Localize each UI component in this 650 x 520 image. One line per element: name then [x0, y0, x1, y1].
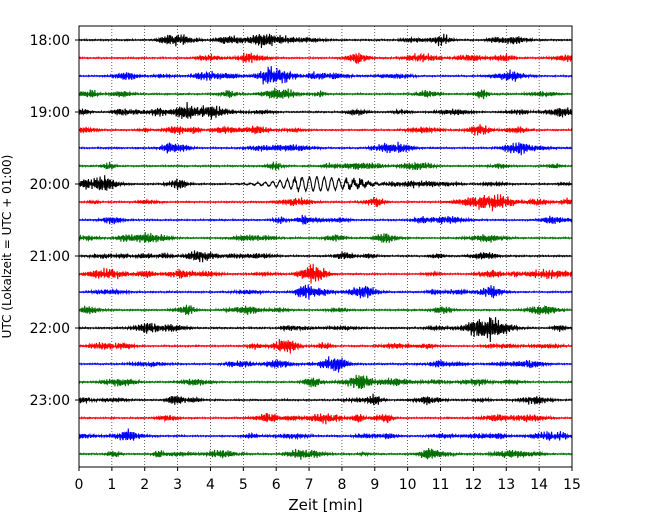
- trace-line: [78, 413, 573, 425]
- x-tick-label: 5: [239, 477, 248, 493]
- trace-line: [78, 374, 573, 390]
- y-tick-label: 22:00: [30, 321, 70, 337]
- x-tick-label: 9: [370, 477, 379, 493]
- x-tick-label: 3: [173, 477, 182, 493]
- x-tick-label: 11: [432, 477, 450, 493]
- trace-line: [78, 317, 573, 342]
- y-axis-label: UTC (Lokalzeit = UTC + 01:00): [0, 155, 14, 339]
- y-tick-label: 23:00: [30, 393, 70, 409]
- trace-line: [78, 87, 573, 100]
- x-tick-label: 14: [530, 477, 548, 493]
- trace-line: [78, 141, 573, 156]
- trace-line: [78, 356, 573, 373]
- trace-line: [78, 263, 573, 284]
- trace-line: [78, 339, 573, 354]
- trace-line: [78, 428, 573, 441]
- x-tick-label: 0: [75, 477, 84, 493]
- trace-line: [78, 214, 573, 225]
- x-tick-label: 6: [272, 477, 281, 493]
- trace-line: [78, 250, 573, 263]
- trace-line: [78, 101, 573, 120]
- x-tick-label: 10: [399, 477, 417, 493]
- trace-line: [78, 66, 573, 85]
- trace-line: [78, 124, 573, 136]
- x-tick-label: 13: [497, 477, 515, 493]
- y-tick-label: 18:00: [30, 33, 70, 49]
- trace-line: [78, 393, 573, 406]
- y-tick-label: 21:00: [30, 249, 70, 265]
- x-tick-label: 4: [206, 477, 215, 493]
- x-tick-label: 8: [337, 477, 346, 493]
- y-tick-label: 19:00: [30, 105, 70, 121]
- x-tick-label: 15: [563, 477, 581, 493]
- trace-line: [78, 231, 573, 243]
- seismic-traces: [78, 33, 573, 460]
- x-tick-label: 7: [305, 477, 314, 493]
- y-axis: 18:00 19:00 20:00 21:00 22:00 23:00: [30, 33, 79, 409]
- trace-line: [78, 175, 573, 193]
- trace-line: [78, 161, 573, 172]
- trace-line: [78, 52, 573, 64]
- trace-line: [78, 33, 573, 48]
- plot-frame: [78, 25, 573, 468]
- y-tick-label: 20:00: [30, 177, 70, 193]
- x-axis: 0 1 2 3 4 5 6 7 8 9 10 11 12 13 14 15: [75, 467, 581, 493]
- trace-line: [78, 284, 573, 300]
- x-tick-label: 1: [107, 477, 116, 493]
- trace-line: [78, 194, 573, 212]
- x-tick-label: 2: [140, 477, 149, 493]
- trace-line: [78, 304, 573, 316]
- trace-line: [78, 448, 573, 460]
- x-axis-label: Zeit [min]: [288, 496, 362, 514]
- x-tick-label: 12: [464, 477, 482, 493]
